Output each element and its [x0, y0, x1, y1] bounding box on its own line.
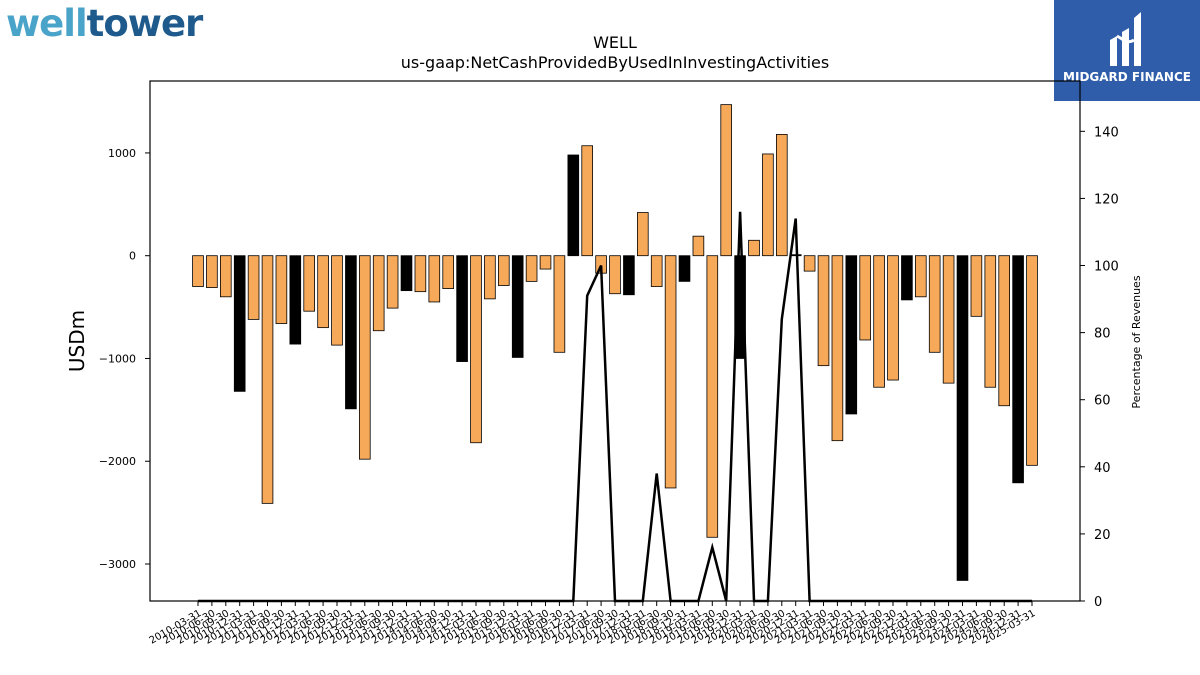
bar: [873, 255, 885, 388]
y2-tick-label: 20: [1094, 528, 1111, 543]
y2-tick-label: 0: [1094, 595, 1102, 610]
bar: [859, 255, 871, 341]
bar: [970, 255, 983, 317]
bar: [539, 255, 552, 270]
bar: [414, 255, 427, 293]
y-tick-label: −1000: [99, 352, 136, 365]
bar: [706, 255, 719, 538]
bar: [525, 255, 538, 282]
midgard-finance-logo: MIDGARD FINANCE: [1054, 0, 1200, 101]
y-tick-label: −3000: [99, 558, 136, 571]
y2-tick-label: 140: [1094, 125, 1119, 140]
bar: [317, 255, 329, 329]
bar: [1012, 255, 1024, 484]
bar: [609, 255, 621, 295]
bar: [192, 255, 204, 287]
bar: [345, 255, 357, 410]
bar: [956, 255, 969, 581]
bar: [497, 255, 510, 286]
y2-axis-label: Percentage of Revenues: [1130, 275, 1143, 408]
chart-title: WELL: [593, 33, 637, 52]
bar: [219, 255, 232, 298]
bar: [748, 239, 760, 257]
bar: [372, 255, 385, 332]
bar: [998, 255, 1010, 407]
bar: [289, 255, 302, 345]
bar: [331, 255, 343, 346]
bar: [247, 255, 260, 320]
bar: [692, 235, 705, 257]
bar: [678, 255, 691, 282]
bar: [650, 255, 663, 287]
bar: [845, 255, 858, 415]
y-tick-label: 0: [129, 250, 136, 263]
y2-tick-label: 120: [1094, 192, 1119, 207]
bar: [233, 255, 246, 392]
bar: [720, 104, 732, 257]
midgard-finance-name: MIDGARD FINANCE: [1063, 70, 1191, 84]
bar: [776, 134, 788, 257]
bar: [901, 255, 913, 301]
bar: [428, 255, 441, 303]
bar: [623, 255, 635, 296]
bar: [803, 255, 816, 272]
bar: [303, 255, 315, 312]
welltower-logo-part1: well: [6, 2, 88, 45]
y2-tick-label: 40: [1094, 461, 1111, 476]
bar: [762, 153, 774, 257]
bar: [470, 255, 482, 444]
bar: [261, 255, 274, 504]
bar: [206, 255, 218, 288]
bar: [942, 255, 955, 384]
bar: [275, 255, 288, 324]
bar: [664, 255, 677, 489]
bar: [581, 145, 593, 257]
bar: [484, 255, 496, 300]
bar: [358, 255, 371, 460]
y-tick-label: −2000: [99, 455, 136, 468]
bar: [831, 255, 844, 442]
bar: [442, 255, 454, 289]
chart-subtitle: us-gaap:NetCashProvidedByUsedInInvesting…: [400, 53, 830, 72]
welltower-logo: welltower: [6, 2, 204, 45]
bar: [817, 255, 830, 367]
bar: [386, 255, 399, 309]
bar: [567, 154, 580, 257]
bar: [915, 255, 927, 298]
y2-tick-label: 100: [1094, 260, 1119, 275]
bar: [887, 255, 899, 381]
bar: [1026, 255, 1038, 466]
bar: [984, 255, 997, 388]
y-axis-label: USDm: [65, 310, 89, 372]
bar: [456, 255, 468, 362]
midgard-mark-icon: [1110, 12, 1141, 66]
bar: [734, 255, 746, 359]
y2-tick-label: 80: [1094, 327, 1111, 342]
bar: [553, 255, 566, 353]
welltower-logo-part2: tower: [86, 2, 204, 45]
bar: [928, 255, 941, 353]
bar: [511, 255, 524, 358]
bar: [637, 212, 649, 257]
bar: [400, 255, 413, 292]
y-tick-label: 1000: [108, 147, 136, 160]
y2-tick-label: 60: [1094, 394, 1111, 409]
